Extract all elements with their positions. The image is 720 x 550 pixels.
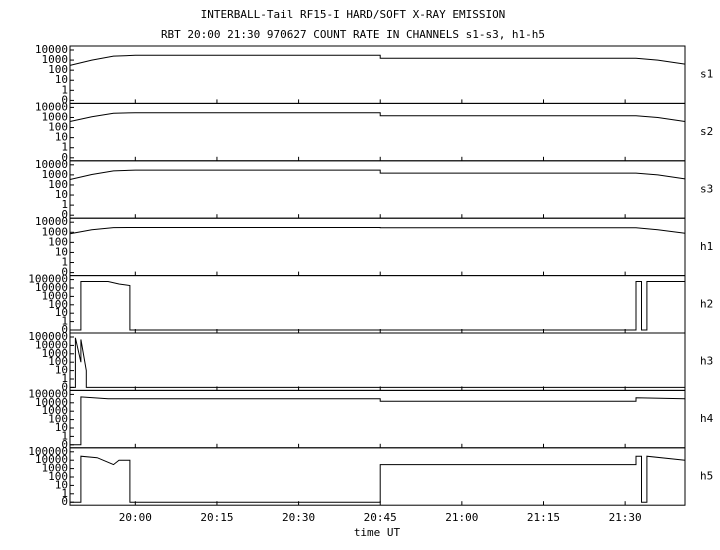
y-tick-label: 1 (61, 83, 68, 96)
y-tick-label: 100000 (28, 445, 68, 458)
y-tick-label: 10000 (35, 158, 68, 171)
y-tick-label: 0 (61, 380, 68, 393)
y-tick-label: 1 (61, 429, 68, 442)
x-tick-label: 20:30 (282, 511, 315, 524)
y-tick-label: 1000 (42, 110, 69, 123)
y-tick-label: 0 (61, 495, 68, 508)
y-tick-label: 10 (55, 421, 68, 434)
y-tick-label: 10000 (35, 453, 68, 466)
trace (69, 112, 686, 122)
y-tick-label: 1000 (42, 53, 69, 66)
panel-frame (69, 332, 686, 391)
panel-label: h2 (700, 297, 713, 310)
y-tick-label: 1000 (42, 404, 69, 417)
y-tick-label: 10000 (35, 396, 68, 409)
y-tick-label: 0 (61, 438, 68, 451)
chart-subtitle: RBT 20:00 21:30 970627 COUNT RATE IN CHA… (161, 28, 545, 41)
panel-frame (69, 275, 686, 334)
y-tick-label: 100 (48, 413, 68, 426)
y-tick-label: 0 (61, 266, 68, 279)
y-tick-label: 0 (61, 151, 68, 164)
panel-label: s3 (700, 183, 713, 196)
panel-label: h4 (700, 412, 714, 425)
x-axis-label: time UT (354, 526, 401, 539)
y-tick-label: 1 (61, 372, 68, 385)
trace (69, 54, 686, 66)
panel-label: h1 (700, 240, 713, 253)
y-tick-label: 1000 (42, 289, 69, 302)
y-tick-label: 100 (48, 235, 68, 248)
x-tick-label: 21:00 (445, 511, 478, 524)
trace (70, 396, 686, 446)
x-tick-label: 20:45 (364, 511, 397, 524)
y-tick-label: 1000 (42, 225, 69, 238)
trace (69, 169, 686, 180)
y-tick-label: 10 (55, 306, 68, 319)
chart-title: INTERBALL-Tail RF15-I HARD/SOFT X-RAY EM… (201, 8, 506, 21)
x-tick-label: 20:15 (200, 511, 233, 524)
y-tick-label: 100 (48, 121, 68, 134)
y-tick-label: 100 (48, 178, 68, 191)
y-tick-label: 100 (48, 298, 68, 311)
y-tick-label: 100 (48, 63, 68, 76)
y-tick-label: 1000 (42, 347, 69, 360)
y-tick-label: 10000 (35, 281, 68, 294)
y-tick-label: 1 (61, 141, 68, 154)
y-tick-label: 10000 (35, 43, 68, 56)
y-tick-label: 1 (61, 198, 68, 211)
y-tick-label: 1000 (42, 462, 69, 475)
y-tick-label: 0 (61, 323, 68, 336)
y-tick-label: 100000 (28, 387, 68, 400)
y-tick-label: 1 (61, 315, 68, 328)
y-tick-label: 100 (48, 470, 68, 483)
trace (70, 337, 685, 388)
y-tick-label: 1 (61, 256, 68, 269)
panel-frame (69, 217, 686, 277)
panel-frame (69, 447, 686, 506)
y-tick-label: 10 (55, 131, 68, 144)
panel-label: h3 (700, 355, 713, 368)
y-tick-label: 10000 (35, 100, 68, 113)
panel-label: s1 (700, 68, 713, 81)
y-tick-label: 100000 (28, 273, 68, 286)
y-tick-label: 100 (48, 355, 68, 368)
trace (70, 455, 686, 503)
y-tick-label: 10 (55, 245, 68, 258)
panel-frame (69, 102, 686, 162)
panel-frame (69, 45, 686, 104)
trace (70, 281, 685, 331)
y-tick-label: 10 (55, 188, 68, 201)
trace (69, 227, 686, 235)
x-tick-label: 21:15 (527, 511, 560, 524)
y-tick-label: 10000 (35, 215, 68, 228)
y-tick-label: 1 (61, 487, 68, 500)
y-tick-label: 1000 (42, 168, 69, 181)
panel-label: s2 (700, 125, 713, 138)
x-tick-label: 20:00 (119, 511, 152, 524)
panel-label: h5 (700, 470, 713, 483)
y-tick-label: 100000 (28, 330, 68, 343)
x-tick-label: 21:30 (609, 511, 642, 524)
panel-frame (69, 160, 686, 219)
y-tick-label: 10 (55, 364, 68, 377)
y-tick-label: 10 (55, 478, 68, 491)
y-tick-label: 0 (61, 93, 68, 106)
y-tick-label: 0 (61, 208, 68, 221)
y-tick-label: 10000 (35, 338, 68, 351)
y-tick-label: 10 (55, 73, 68, 86)
